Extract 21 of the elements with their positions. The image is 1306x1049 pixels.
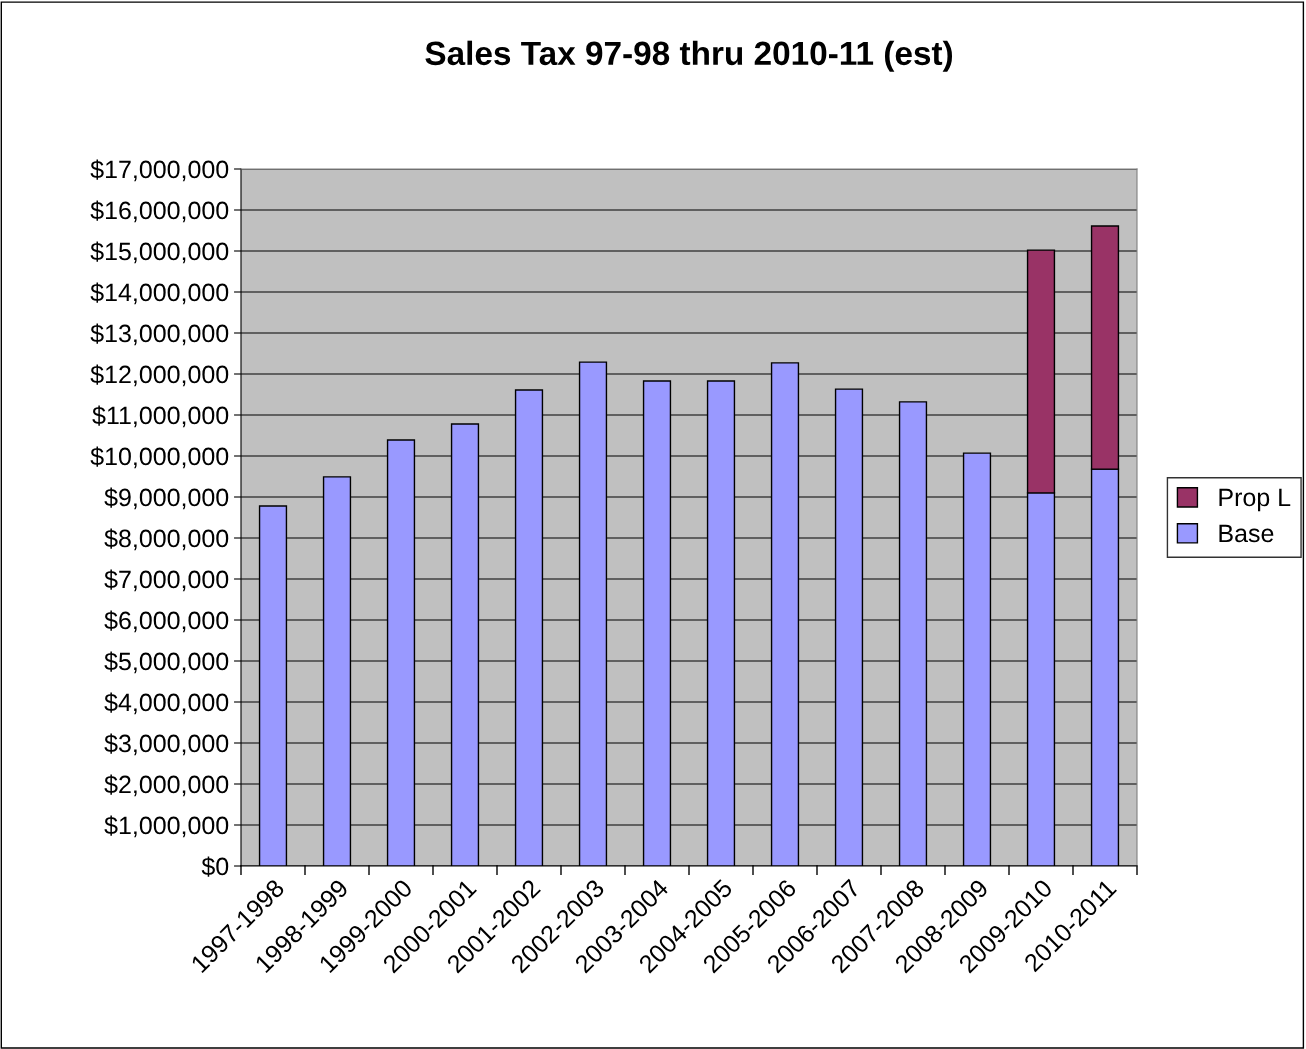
y-tick-label: $11,000,000 [92,405,229,428]
y-tick-label: $13,000,000 [90,323,229,346]
y-tick-label: $15,000,000 [90,241,229,264]
y-tick-label: $17,000,000 [90,159,229,182]
y-tick-label: $1,000,000 [104,815,229,838]
y-tick-label: $5,000,000 [104,651,229,674]
legend-label: Prop L [1219,488,1291,512]
y-tick-label: $3,000,000 [104,733,229,756]
y-tick-label: $12,000,000 [90,364,229,387]
legend-label: Base [1219,524,1274,543]
y-tick-label: $6,000,000 [104,610,229,633]
y-tick-label: $4,000,000 [104,692,229,715]
y-tick-label: $9,000,000 [104,487,229,510]
y-tick-label: $14,000,000 [90,282,229,305]
chart-title: Sales Tax 97-98 thru 2010-11 (est) [425,40,953,72]
y-tick-label: $10,000,000 [90,446,229,469]
y-tick-label: $2,000,000 [104,774,229,797]
y-tick-label: $16,000,000 [90,200,229,223]
y-tick-label: $8,000,000 [104,528,229,551]
y-tick-label: $0 [201,856,229,877]
y-tick-label: $7,000,000 [104,569,229,592]
